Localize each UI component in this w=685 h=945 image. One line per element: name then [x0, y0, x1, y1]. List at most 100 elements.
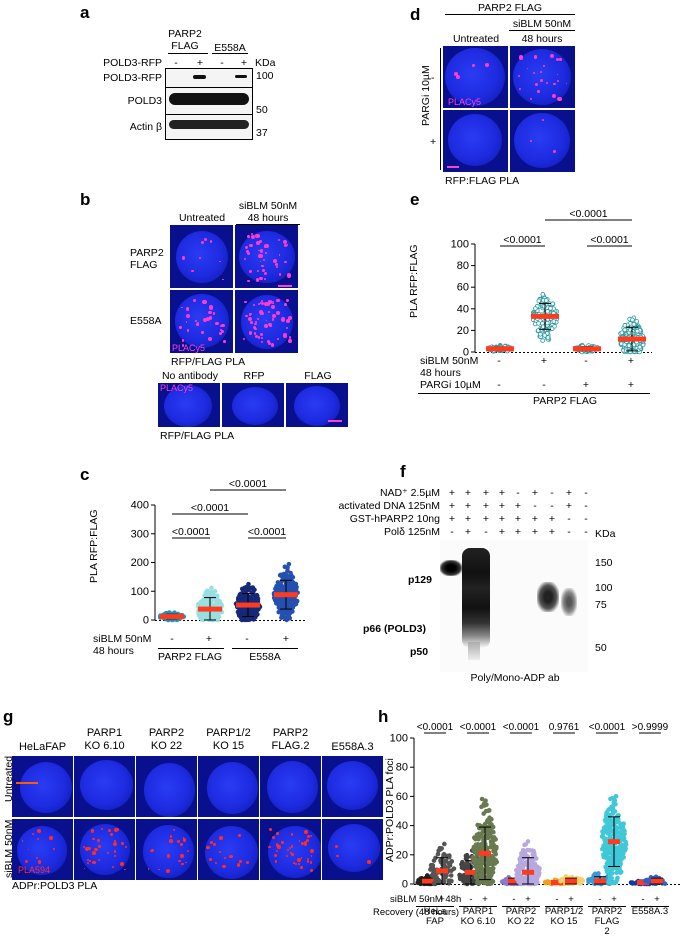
b-ctrl-image-2: [222, 383, 284, 427]
data-point: [605, 848, 610, 854]
data-point: [613, 793, 619, 799]
data-point: [207, 591, 213, 597]
data-point: [613, 802, 618, 807]
data-point: [483, 798, 488, 803]
panel-label-c: c: [80, 465, 90, 484]
panel-label-f: f: [400, 462, 406, 481]
f-marker-150: 150: [595, 557, 613, 569]
f-marker-50: 50: [595, 642, 607, 654]
data-point: [626, 343, 632, 348]
data-point: [483, 808, 489, 814]
data-point: [617, 834, 622, 840]
y-tick-label: 100: [131, 586, 149, 598]
data-point: [457, 874, 463, 880]
data-point: [599, 834, 605, 839]
y-tick-label: 40: [396, 820, 408, 832]
f-marker-75: 75: [595, 599, 607, 611]
mean-bar: [637, 880, 649, 886]
mean-bar: [618, 336, 646, 342]
h-group-line: [459, 906, 497, 907]
mean-bar: [508, 878, 520, 884]
c-row2: 48 hours: [93, 645, 134, 657]
data-point: [601, 825, 607, 831]
data-point: [488, 866, 494, 872]
h-sign-6: +: [525, 894, 531, 905]
data-point: [246, 581, 251, 587]
mean-bar: [594, 878, 606, 884]
y-tick-label: 80: [457, 260, 469, 272]
a-sign-1: -: [174, 57, 178, 69]
data-point: [540, 338, 545, 343]
data-point: [619, 330, 625, 336]
data-point: [438, 846, 443, 852]
data-point: [631, 321, 637, 327]
data-point: [525, 839, 531, 844]
data-point: [276, 601, 281, 606]
data-point: [533, 856, 539, 861]
b-image-1: [170, 225, 233, 288]
d-image-3: [443, 110, 508, 172]
panel-label-g: g: [3, 707, 14, 726]
h-group-5: PARP2 FLAG 2: [591, 906, 623, 937]
g-image-r2-c5: [260, 819, 321, 880]
c-sign-3: -: [245, 633, 249, 645]
f-sign-r4-c8: -: [567, 526, 571, 538]
y-tick-label: 0: [402, 879, 408, 891]
h-p-value-3: <0.0001: [503, 722, 540, 733]
f-sign-r2-c5: +: [514, 500, 522, 512]
mean-bar: [436, 868, 448, 874]
c-group-line-2: [232, 648, 298, 649]
data-point: [489, 879, 495, 884]
c-p-value-3: <0.0001: [229, 478, 267, 490]
f-sign-r4-c3: -: [484, 526, 488, 538]
data-point: [608, 796, 613, 802]
data-point: [534, 864, 539, 869]
data-point: [536, 870, 542, 876]
data-point: [475, 822, 480, 828]
data-point: [478, 856, 483, 861]
f-sign-r2-c6: -: [533, 500, 537, 512]
a-sign-2: +: [196, 57, 204, 69]
data-point: [600, 829, 605, 834]
data-point: [208, 598, 213, 604]
data-point: [542, 879, 548, 885]
h-sign-1: -: [426, 894, 430, 905]
e-p-value-2: <0.0001: [569, 208, 607, 220]
h-row1: siBLM 50nM 48h: [390, 894, 462, 905]
b-ctrl-image-3: [286, 383, 348, 427]
f-sign-r1-c4: +: [498, 487, 506, 499]
data-point: [545, 309, 550, 314]
data-point: [533, 306, 538, 311]
data-point: [471, 857, 476, 863]
data-point: [200, 610, 206, 616]
data-point: [543, 298, 549, 303]
data-point: [614, 825, 620, 830]
h-sign-9: -: [598, 894, 602, 905]
data-point: [290, 596, 296, 602]
data-point: [634, 319, 640, 324]
d-plus: +: [430, 136, 437, 148]
data-point: [550, 301, 556, 307]
a-marker-50: 50: [256, 104, 268, 116]
f-kda: KDa: [595, 528, 616, 540]
d-image-1: [443, 46, 508, 108]
f-band-p129: p129: [408, 574, 432, 586]
f-sign-r3-c7: +: [548, 513, 556, 525]
g-col-5: PARP2 FLAG.2: [271, 727, 310, 752]
data-point: [528, 861, 534, 866]
e-row3: PARGi 10µM: [420, 379, 481, 391]
mean-bar: [274, 592, 298, 598]
data-point: [605, 862, 610, 868]
h-sign-2: +: [439, 894, 445, 905]
mean-bar: [422, 878, 434, 884]
a-marker-37: 37: [256, 127, 268, 139]
data-point: [484, 802, 489, 807]
data-point: [607, 827, 613, 832]
d-caption: RFP:FLAG PLA: [445, 175, 520, 187]
y-tick-label: 100: [390, 733, 408, 745]
data-point: [284, 573, 289, 578]
b-caption: RFP/FLAG PLA: [171, 356, 246, 368]
data-point: [603, 814, 609, 819]
data-point: [538, 331, 543, 337]
a-kda: KDa: [255, 57, 276, 69]
